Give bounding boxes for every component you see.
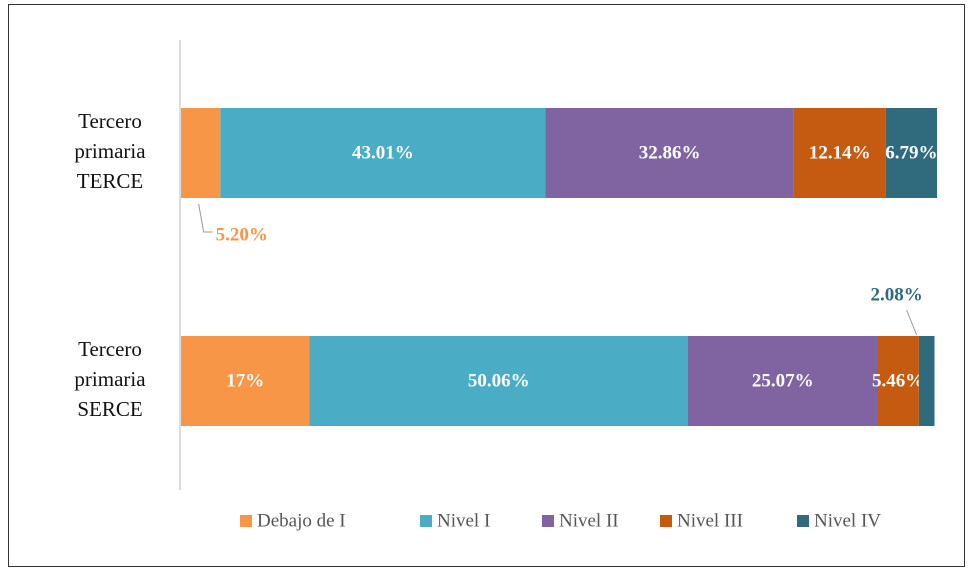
value-label: 25.07%	[752, 370, 814, 391]
bar-segment	[687, 336, 878, 426]
legend-swatch	[420, 515, 432, 527]
legend-label: Debajo de I	[257, 510, 346, 531]
value-label: 50.06%	[468, 370, 530, 391]
value-label: 2.08%	[871, 284, 923, 305]
value-label: 12.14%	[809, 142, 871, 163]
value-label: 43.01%	[352, 142, 414, 163]
value-label: 6.79%	[885, 142, 937, 163]
legend-swatch	[660, 515, 672, 527]
legend-swatch	[797, 515, 809, 527]
bar-segment	[918, 336, 935, 426]
bar-segment	[181, 336, 310, 426]
frame	[8, 4, 965, 567]
value-label: 17%	[226, 370, 264, 391]
value-label: 5.20%	[216, 224, 268, 245]
value-label: 5.46%	[872, 370, 924, 391]
category-label: Tercero primaria SERCE	[74, 337, 146, 421]
leader-line	[906, 309, 918, 336]
legend-label: Nivel I	[437, 510, 490, 531]
legend-label: Nivel II	[559, 510, 619, 531]
bar-segment	[309, 336, 688, 426]
category-label: Tercero primaria TERCE	[74, 109, 146, 193]
bar-segment	[220, 108, 546, 198]
value-label: 32.86%	[639, 142, 701, 163]
bar-segment	[885, 108, 937, 198]
legend-swatch	[542, 515, 554, 527]
bar-segment	[545, 108, 794, 198]
bar-segment	[793, 108, 886, 198]
leader-line	[198, 203, 213, 233]
legend-label: Nivel IV	[814, 510, 881, 531]
legend-label: Nivel III	[677, 510, 743, 531]
legend-swatch	[240, 515, 252, 527]
bar-segment	[877, 336, 919, 426]
bar-segment	[181, 108, 221, 198]
